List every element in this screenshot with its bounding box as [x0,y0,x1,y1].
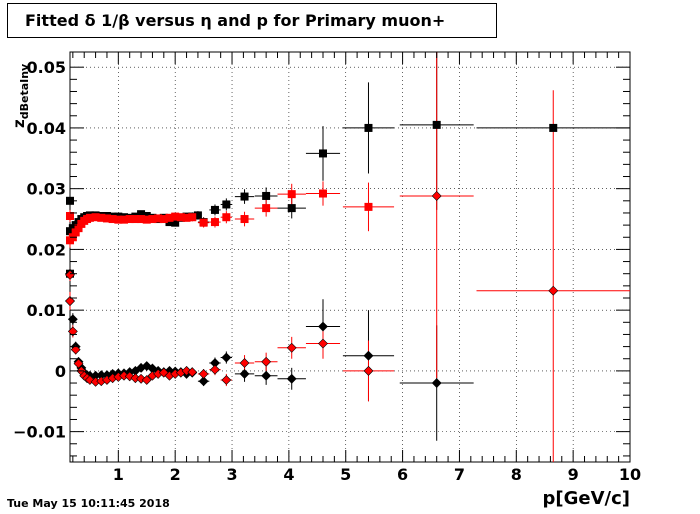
data-point-square [125,215,134,224]
data-point-diamond [221,375,232,385]
data-point-square [364,202,373,211]
data-point-diamond [67,314,78,325]
data-point-square [154,214,163,223]
data-point-square [142,215,151,224]
data-point-square [137,215,146,224]
plot-area [69,51,631,463]
data-point-diamond [431,191,442,201]
data-point-square [364,123,373,132]
x-tick-label: 10 [619,465,641,484]
data-point-square [549,123,558,132]
data-point-square [120,215,129,224]
timestamp: Tue May 15 10:11:45 2018 [7,497,170,510]
data-point-square [432,120,441,129]
chart-title: Fitted δ 1/β versus η and p for Primary … [25,11,446,30]
data-point-diamond [141,375,152,385]
x-tick-label: 1 [113,465,124,484]
data-point-diamond [318,321,328,332]
y-tick-label: −0.01 [13,423,66,442]
data-point-diamond [431,378,442,388]
data-point-square [262,204,271,213]
data-point-square [210,205,219,214]
data-point-square [222,213,231,222]
data-point-diamond [548,285,559,296]
data-point-square [287,190,296,199]
data-point-square [91,213,100,222]
data-point-square [199,218,208,227]
data-point-square [318,189,327,198]
x-tick-label: 8 [511,465,522,484]
data-point-square [131,215,140,224]
data-point-square [85,213,94,222]
axes: 1 2 3 4 5 6 7 8 9 10 −0.01 0 0.01 0.02 0.03 0.04 0.05 [13,52,641,484]
data-point-diamond [210,364,220,375]
data-point-square [176,213,185,222]
data-point-square [66,212,74,220]
data-point-square [108,215,117,224]
data-point-square [318,149,327,158]
data-point-square [102,214,111,223]
data-point-square [171,212,180,221]
data-point-square [71,228,80,237]
data-point-diamond [65,296,75,306]
data-point-diamond [286,342,297,353]
x-tick-label: 2 [170,465,181,484]
data-point-square [222,200,231,209]
data-point-square [159,215,168,224]
data-point-diamond [363,365,374,376]
x-tick-label: 5 [340,465,351,484]
y-tick-label: 0.01 [27,301,66,320]
x-axis-label: p[GeV/c] [542,488,631,509]
data-point-diamond [261,370,272,381]
data-point-diamond [239,369,250,379]
y-tick-label: 0.05 [27,58,66,77]
x-tick-label: 6 [397,465,408,484]
data-point-square [193,211,202,220]
y-tick-label: 0.03 [27,180,66,199]
data-point-diamond [70,344,81,355]
data-point-diamond [363,350,374,361]
data-point-square [240,215,249,224]
data-point-square [74,224,83,233]
data-point-diamond [318,338,328,349]
data-point-diamond [286,373,297,384]
data-point-diamond [221,352,232,363]
y-axis-label: zdBetaInv [10,64,31,128]
data-point-square [171,218,180,227]
x-tick-label: 9 [568,465,579,484]
y-tick-label: 0.02 [27,240,66,259]
data-point-square [165,218,174,227]
data-point-square [240,192,249,201]
data-point-square [262,191,271,200]
y-axis-label-main: z [10,119,28,128]
data-point-diamond [67,326,78,337]
data-point-square [188,213,197,222]
data-point-square [287,204,296,213]
data-point-square [182,213,191,222]
x-tick-label: 3 [226,465,237,484]
data-point-square [97,213,106,222]
data-point-square [210,218,219,227]
data-point-diamond [261,356,272,367]
data-point-diamond [198,376,209,387]
data-point-diamond [198,369,209,379]
data-point-square [114,215,123,224]
y-axis-label-sub: dBetaInv [18,63,31,120]
data-point-diamond [239,358,250,368]
x-tick-label: 4 [283,465,294,484]
data-point-square [137,210,146,219]
y-tick-label: 0 [55,362,66,381]
title-box: Fitted δ 1/β versus η and p for Primary … [7,3,497,38]
y-tick-label: 0.04 [27,119,66,138]
markers [65,120,559,388]
data-point-square [148,215,157,224]
data-point-diamond [73,358,84,369]
data-point-diamond [187,367,198,378]
data-point-square [165,213,174,222]
x-tick-label: 7 [454,465,465,484]
